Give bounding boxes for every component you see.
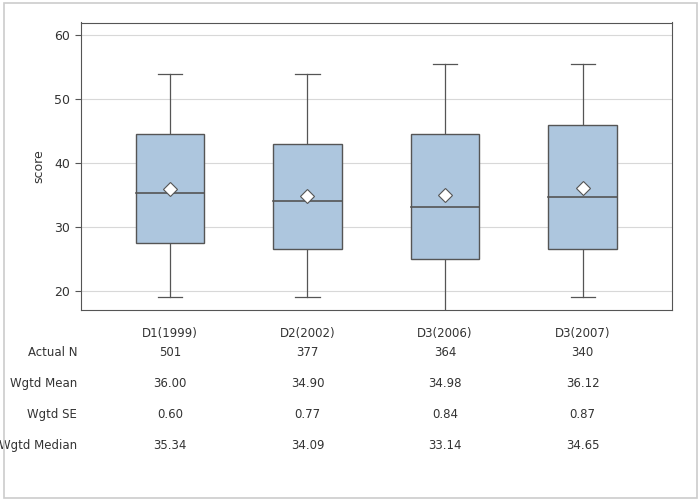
Text: 0.84: 0.84 (432, 408, 458, 421)
Text: Wgtd Mean: Wgtd Mean (10, 377, 77, 390)
Text: Wgtd SE: Wgtd SE (27, 408, 77, 421)
Text: 36.12: 36.12 (566, 377, 599, 390)
Bar (548, 124, 617, 250)
Text: 501: 501 (159, 346, 181, 359)
Text: D3(2006): D3(2006) (417, 328, 473, 340)
Text: 377: 377 (296, 346, 318, 359)
Text: D1(1999): D1(1999) (142, 328, 198, 340)
Text: 33.14: 33.14 (428, 439, 462, 452)
Bar (273, 144, 342, 250)
Bar (136, 134, 204, 243)
Text: 36.00: 36.00 (153, 377, 187, 390)
Text: D2(2002): D2(2002) (280, 328, 335, 340)
Text: D3(2007): D3(2007) (555, 328, 610, 340)
Text: 364: 364 (434, 346, 456, 359)
Text: Actual N: Actual N (27, 346, 77, 359)
Text: 340: 340 (571, 346, 594, 359)
Text: 0.77: 0.77 (295, 408, 321, 421)
Text: 34.65: 34.65 (566, 439, 599, 452)
Text: 0.60: 0.60 (157, 408, 183, 421)
Text: 34.90: 34.90 (290, 377, 324, 390)
Y-axis label: score: score (33, 150, 46, 183)
Bar (411, 134, 480, 259)
Text: Wgtd Median: Wgtd Median (0, 439, 77, 452)
Text: 0.87: 0.87 (570, 408, 596, 421)
Text: 35.34: 35.34 (153, 439, 187, 452)
Text: 34.98: 34.98 (428, 377, 462, 390)
Text: 34.09: 34.09 (290, 439, 324, 452)
